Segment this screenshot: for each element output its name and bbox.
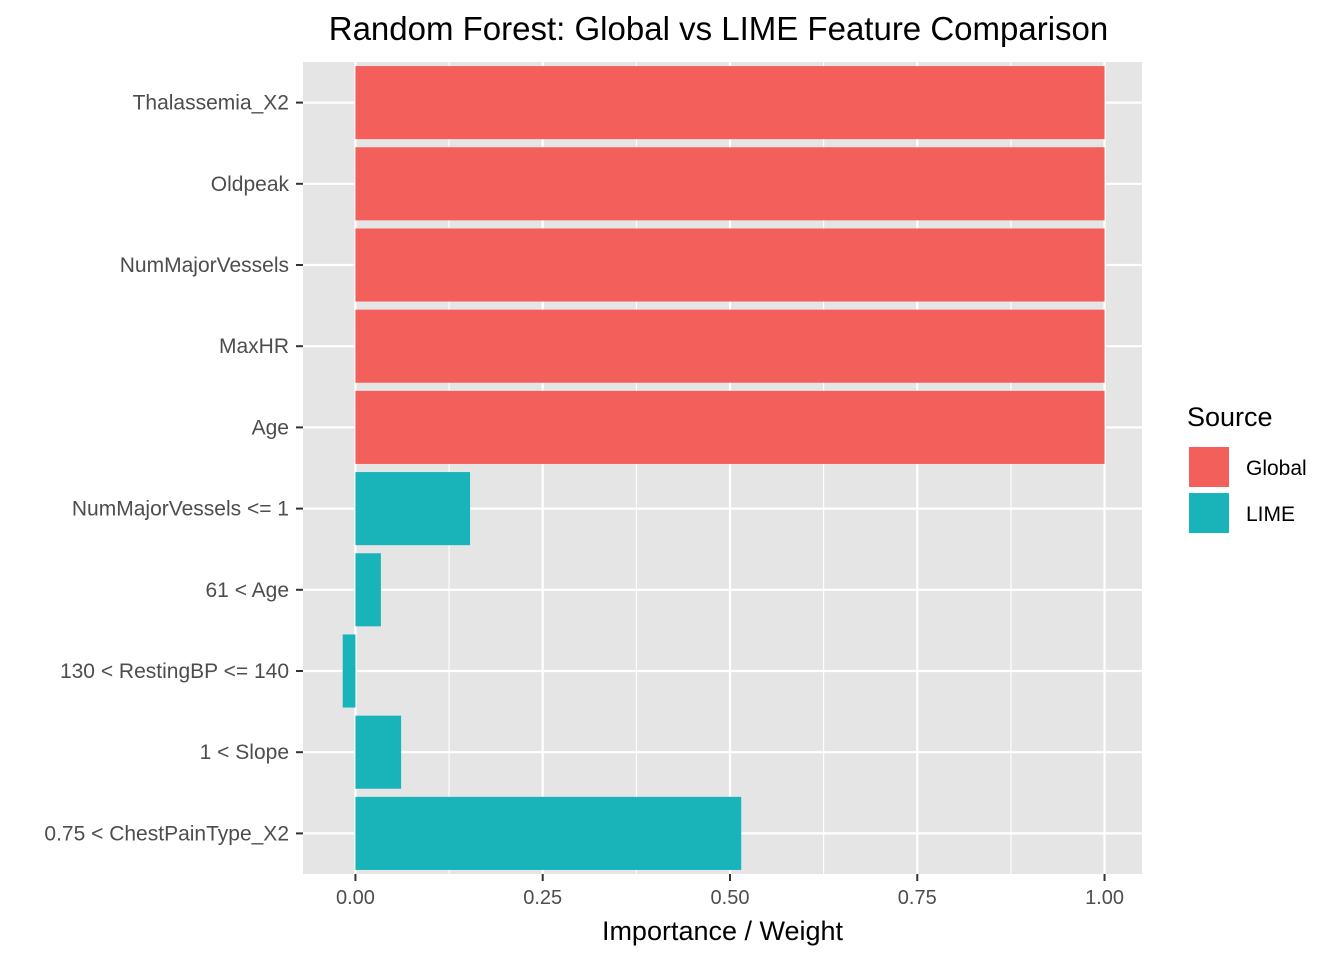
y-tick-label: 1 < Slope	[200, 741, 289, 764]
y-tick-label: Age	[252, 416, 289, 439]
y-tick-label: MaxHR	[219, 335, 289, 358]
y-tick-label: 61 < Age	[206, 579, 290, 602]
bar-global	[355, 228, 1105, 302]
bar-global	[355, 390, 1105, 464]
y-tick-label: 130 < RestingBP <= 140	[60, 660, 289, 683]
bar-global	[355, 147, 1105, 221]
bars	[342, 66, 1105, 870]
y-tick-label: Thalassemia_X2	[133, 92, 289, 115]
bar-global	[355, 66, 1105, 140]
legend-key-global	[1187, 445, 1231, 489]
legend-key-lime	[1187, 491, 1231, 535]
x-axis-label: Importance / Weight	[602, 916, 844, 946]
legend: Source Global LIME	[1187, 402, 1307, 535]
y-tick-label: NumMajorVessels <= 1	[72, 498, 289, 521]
bar-lime	[355, 796, 742, 870]
bar-lime	[355, 715, 402, 789]
y-tick-label: Oldpeak	[211, 173, 290, 196]
x-axis: 0.00 0.25 0.50 0.75 1.00	[336, 874, 1124, 909]
y-axis: Thalassemia_X2 Oldpeak NumMajorVessels MaxH…	[44, 92, 303, 845]
chart-title: Random Forest: Global vs LIME Feature Co…	[329, 10, 1108, 47]
legend-label-lime: LIME	[1246, 503, 1295, 526]
bar-lime	[355, 553, 381, 627]
legend-label-global: Global	[1246, 457, 1307, 480]
x-tick-label: 1.00	[1085, 887, 1124, 909]
bar-lime	[355, 472, 471, 546]
y-tick-label: 0.75 < ChestPainType_X2	[44, 822, 289, 845]
legend-title: Source	[1187, 402, 1273, 432]
bar-global	[355, 309, 1105, 383]
x-tick-label: 0.00	[336, 887, 375, 909]
bar-lime	[342, 634, 356, 708]
x-tick-label: 0.50	[711, 887, 750, 909]
x-tick-label: 0.75	[898, 887, 937, 909]
y-tick-label: NumMajorVessels	[120, 254, 289, 277]
x-tick-label: 0.25	[523, 887, 562, 909]
